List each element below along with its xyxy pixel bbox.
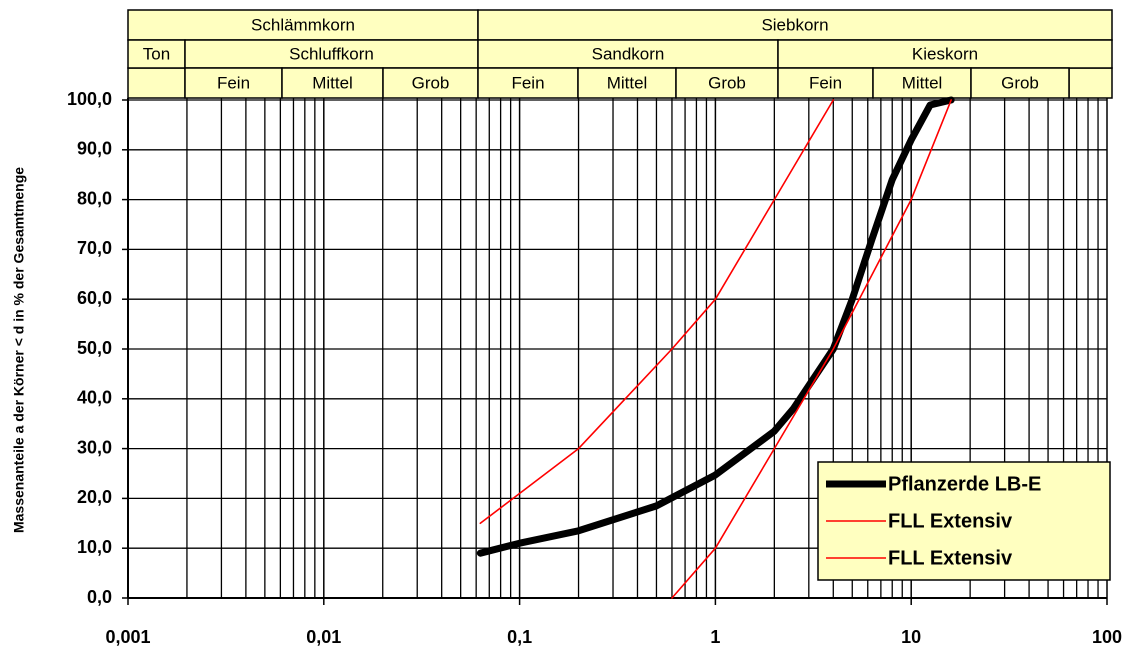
series-line — [479, 99, 835, 525]
header-cell — [127, 9, 479, 41]
y-tick-label: 10,0 — [77, 537, 112, 557]
header-cell — [184, 67, 283, 99]
header-cell — [777, 67, 874, 99]
y-tick-label: 100,0 — [67, 89, 112, 109]
header-cell — [382, 67, 479, 99]
y-tick-label: 60,0 — [77, 288, 112, 308]
header-label: Mittel — [312, 73, 353, 92]
header-label: Siebkorn — [761, 15, 828, 34]
header-label: Fein — [217, 73, 250, 92]
header-label: Kieskorn — [912, 44, 978, 63]
y-tick-label: 80,0 — [77, 188, 112, 208]
x-tick-label: 10 — [901, 627, 921, 647]
header-cell — [477, 9, 1113, 41]
y-tick-label: 40,0 — [77, 388, 112, 408]
header-cell — [872, 67, 972, 99]
header-label: Mittel — [902, 73, 943, 92]
legend-label: FLL Extensiv — [888, 547, 1013, 569]
y-tick-label: 90,0 — [77, 139, 112, 159]
header-cell — [127, 67, 186, 99]
x-tick-label: 0,01 — [306, 627, 341, 647]
y-tick-label: 50,0 — [77, 338, 112, 358]
header-cell — [477, 67, 579, 99]
x-tick-label: 100 — [1092, 627, 1122, 647]
header-cell — [675, 67, 779, 99]
header-label: Schlämmkorn — [251, 15, 355, 34]
header-label: Fein — [809, 73, 842, 92]
y-tick-label: 70,0 — [77, 238, 112, 258]
legend-label: FLL Extensiv — [888, 510, 1013, 532]
header-label: Grob — [708, 73, 746, 92]
series-line — [671, 99, 952, 599]
header-cell — [281, 67, 384, 99]
header-label: Fein — [511, 73, 544, 92]
header-label: Schluffkorn — [289, 44, 374, 63]
y-axis-title: Massenanteile a der Körner < d in % der … — [11, 167, 27, 533]
y-tick-label: 0,0 — [87, 587, 112, 607]
y-tick-label: 20,0 — [77, 487, 112, 507]
legend-label: Pflanzerde LB-E — [888, 473, 1041, 495]
header-cell — [777, 39, 1113, 69]
header-label: Sandkorn — [592, 44, 665, 63]
header-label: Mittel — [607, 73, 648, 92]
x-tick-label: 1 — [710, 627, 720, 647]
x-tick-label: 0,1 — [507, 627, 532, 647]
x-tick-label: 0,001 — [105, 627, 150, 647]
series-line — [476, 96, 955, 557]
header-cell — [127, 39, 186, 69]
header-cell — [1068, 67, 1113, 99]
y-tick-label: 30,0 — [77, 437, 112, 457]
header-label: Grob — [1001, 73, 1039, 92]
header-cell — [970, 67, 1070, 99]
header-label: Ton — [143, 44, 170, 63]
header-label: Grob — [412, 73, 450, 92]
